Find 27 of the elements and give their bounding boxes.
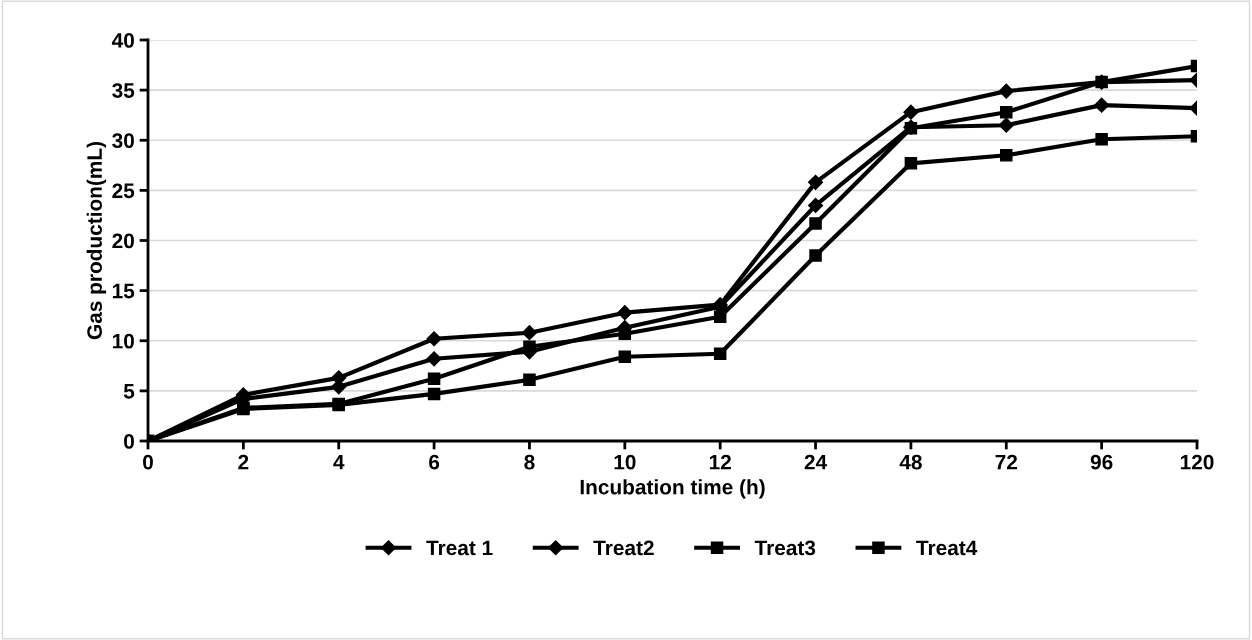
x-tick-label: 72 (995, 454, 1018, 470)
x-tick-label: 48 (899, 454, 922, 470)
y-tick-label: 0 (124, 434, 134, 449)
y-tick-label: 5 (123, 384, 135, 399)
x-tick-label: 8 (524, 454, 535, 470)
y-tick-label: 25 (112, 183, 135, 199)
legend-label: Treat2 (593, 540, 654, 556)
x-tick-label: 12 (709, 454, 731, 470)
x-axis-title: Incubation time (h) (580, 479, 765, 499)
y-tick-label: 15 (112, 283, 135, 299)
x-tick-label: 120 (1180, 454, 1214, 470)
y-tick-label: 20 (112, 233, 134, 249)
x-tick-label: 2 (238, 454, 249, 470)
y-tick-label: 35 (112, 83, 135, 98)
x-tick-label: 6 (429, 454, 440, 470)
y-tick-label: 30 (112, 133, 134, 149)
y-axis-title: Gas production(mL) (86, 142, 107, 340)
x-tick-label: 0 (143, 454, 153, 470)
x-tick-label: 24 (804, 454, 828, 470)
legend-label: Treat 1 (426, 540, 493, 556)
legend-label: Treat3 (754, 540, 816, 556)
y-tick-label: 10 (112, 333, 134, 349)
x-tick-label: 10 (614, 454, 636, 470)
legend-label: Treat4 (916, 540, 978, 556)
y-tick-label: 40 (111, 33, 134, 48)
x-tick-label: 4 (333, 454, 345, 470)
x-tick-label: 96 (1090, 454, 1113, 470)
